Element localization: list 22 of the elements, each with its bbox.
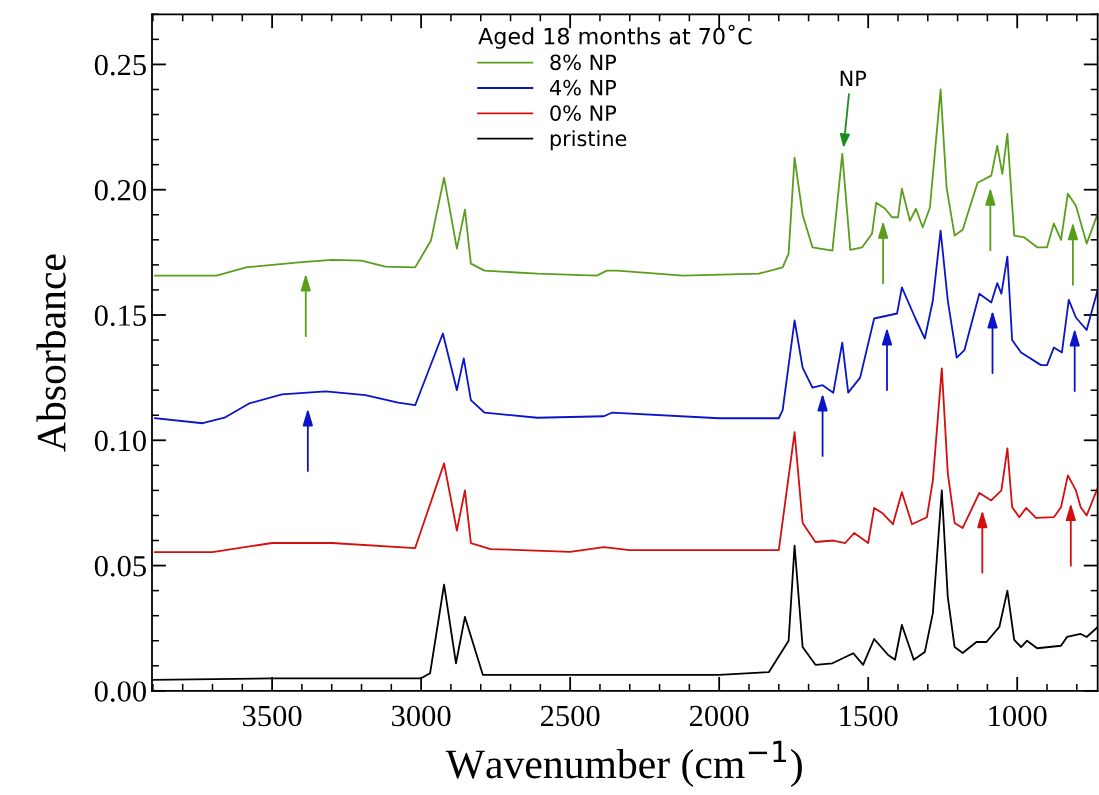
legend-label: pristine <box>550 130 627 151</box>
x-tick-label: 3000 <box>392 705 451 727</box>
legend-label: 4% NP <box>549 79 617 96</box>
y-tick-label: 0.00 <box>94 681 146 702</box>
y-tick-label: 0.25 <box>94 54 146 76</box>
x-tick-label: 1500 <box>840 705 898 727</box>
legend-label: 8% NP <box>550 54 617 71</box>
x-axis-title: Wavenumber (cm$^{−1}$) <box>445 740 802 787</box>
legend-label: 0% NP <box>550 105 617 121</box>
y-tick-label: 0.20 <box>94 179 146 201</box>
y-tick-label: 0.10 <box>94 430 146 452</box>
line-series <box>154 229 1098 425</box>
line-series <box>154 367 1098 553</box>
annotation: NP <box>840 70 867 86</box>
x-tick-label: 3500 <box>243 705 302 727</box>
y-axis-title: Absorbance <box>36 254 66 452</box>
y-tick-label: 0.15 <box>94 305 146 327</box>
x-tick-label: 2000 <box>689 705 749 727</box>
y-tick-label: 0.05 <box>94 555 146 577</box>
x-tick-label: 1000 <box>989 705 1047 727</box>
x-tick-label: 2500 <box>540 705 600 727</box>
legend-title: Aged 18 months at 70˚C <box>478 24 752 49</box>
